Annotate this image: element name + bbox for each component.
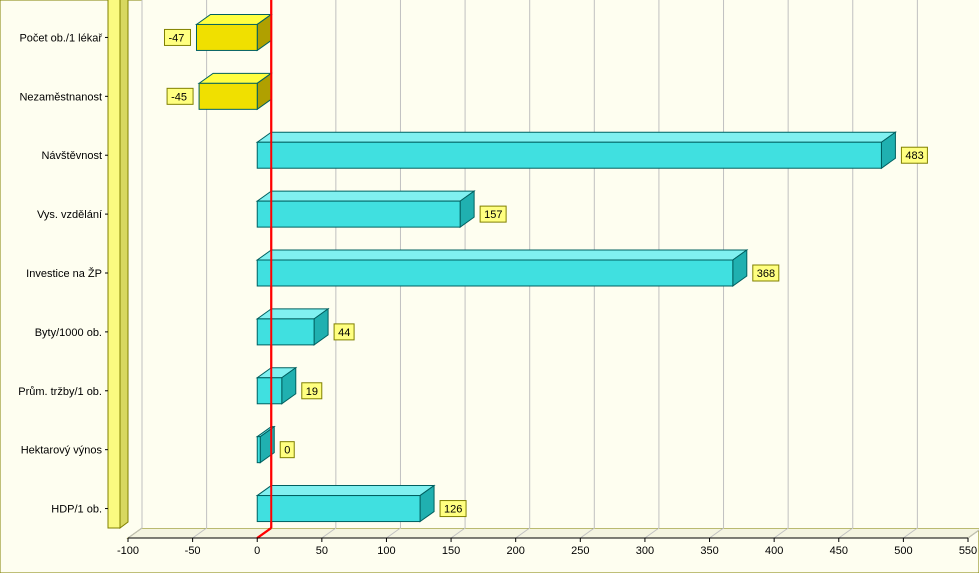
category-label: Investice na ŽP <box>26 267 102 280</box>
x-tick-label: -100 <box>117 545 139 557</box>
value-label: 19 <box>306 386 318 398</box>
bar <box>257 486 434 522</box>
bar-chart-3d: -100 -50 0 50 100 150 200 250 300 350 400 450 500 550… <box>0 0 979 573</box>
bar-front <box>257 437 260 463</box>
bar <box>257 368 296 404</box>
bar-front <box>257 260 733 286</box>
y-axis-rail-front <box>108 0 120 528</box>
bar-front <box>257 319 314 345</box>
bar-front <box>257 201 460 227</box>
bar <box>199 73 271 109</box>
category-label: Návštěvnost <box>41 150 102 162</box>
x-tick-label: 550 <box>959 545 977 557</box>
bar-top <box>257 486 434 496</box>
bar-front <box>196 24 257 50</box>
bar-front <box>257 496 420 522</box>
category-label: Prům. tržby/1 ob. <box>18 386 102 398</box>
category-label: Počet ob./1 lékař <box>19 32 102 44</box>
y-axis-rail-side <box>120 0 128 528</box>
bar-top <box>257 191 474 201</box>
x-tick-label: 450 <box>830 545 848 557</box>
x-tick-label: 0 <box>254 545 260 557</box>
bar <box>257 309 328 345</box>
bar <box>257 191 474 227</box>
value-label: 368 <box>757 268 775 280</box>
value-label: 157 <box>484 209 502 221</box>
x-tick-label: 100 <box>377 545 395 557</box>
bar-top <box>257 132 895 142</box>
value-label: 0 <box>284 445 290 457</box>
category-label: Nezaměstnanost <box>19 91 102 103</box>
category-label: Vys. vzdělání <box>37 209 102 221</box>
x-tick-label: -50 <box>185 545 201 557</box>
bar <box>257 250 747 286</box>
value-label: 483 <box>905 150 923 162</box>
x-tick-label: 400 <box>765 545 783 557</box>
bar <box>257 132 895 168</box>
x-tick-label: 150 <box>442 545 460 557</box>
category-label: Byty/1000 ob. <box>35 327 102 339</box>
value-label: 126 <box>444 504 462 516</box>
bar-front <box>257 142 881 168</box>
x-tick-label: 500 <box>894 545 912 557</box>
x-tick-label: 200 <box>507 545 525 557</box>
bar-front <box>257 378 282 404</box>
x-tick-label: 300 <box>636 545 654 557</box>
value-label: -47 <box>168 32 184 44</box>
category-label: HDP/1 ob. <box>51 504 102 516</box>
x-tick-label: 250 <box>571 545 589 557</box>
x-tick-label: 50 <box>316 545 328 557</box>
x-tick-label: 350 <box>700 545 718 557</box>
value-label: -45 <box>171 91 187 103</box>
bar <box>196 14 271 50</box>
bar-top <box>257 250 747 260</box>
bar-front <box>199 83 257 109</box>
value-label: 44 <box>338 327 350 339</box>
category-label: Hektarový výnos <box>21 445 103 457</box>
